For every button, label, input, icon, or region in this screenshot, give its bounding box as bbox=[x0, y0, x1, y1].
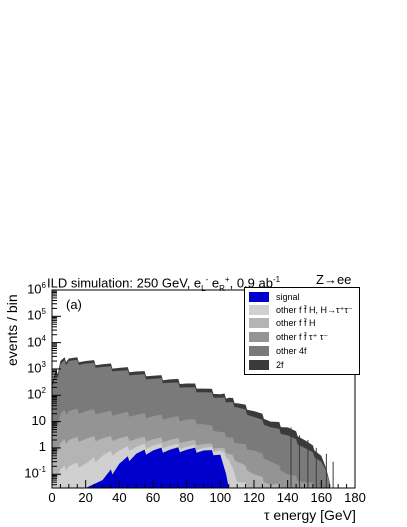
legend-item-ffH: other f f̄ H bbox=[249, 317, 316, 329]
legend-item-ffH-tautau: other f f̄ H, H→τ⁺τ⁻ bbox=[249, 304, 353, 316]
channel-label: Z→ee bbox=[316, 272, 352, 287]
x-tick-label: 80 bbox=[179, 490, 194, 505]
x-tick-label: 0 bbox=[48, 490, 56, 505]
legend-swatch bbox=[249, 346, 269, 356]
y-tick-label: 10 bbox=[31, 412, 46, 428]
legend-item-2f: 2f bbox=[249, 359, 284, 371]
legend-label: other f f̄ H, H→τ⁺τ⁻ bbox=[276, 304, 353, 315]
legend-label: signal bbox=[276, 292, 300, 302]
legend-label: other 4f bbox=[276, 346, 307, 356]
x-tick-label: 20 bbox=[78, 490, 93, 505]
y-tick-label: 105 bbox=[27, 307, 46, 323]
legend: signal other f f̄ H, H→τ⁺τ⁻ other f f̄ H… bbox=[244, 287, 360, 375]
legend-label: 2f bbox=[276, 360, 284, 370]
panel-label: (a) bbox=[66, 297, 82, 312]
legend-swatch bbox=[249, 292, 269, 302]
y-tick-label: 10-1 bbox=[24, 465, 46, 481]
x-axis-label: τ energy [GeV] bbox=[264, 507, 356, 523]
axis-ticks bbox=[51, 289, 356, 489]
y-axis-label: events / bin bbox=[4, 294, 20, 366]
chart-title: ILD simulation: 250 GeV, eL- eR+, 0.9 ab… bbox=[47, 275, 281, 293]
y-tick-label: 106 bbox=[27, 281, 46, 297]
y-tick-label: 1 bbox=[38, 438, 46, 454]
stacked-areas bbox=[52, 357, 334, 488]
x-tick-label: 120 bbox=[243, 490, 265, 505]
legend-item-4f: other 4f bbox=[249, 345, 307, 357]
legend-swatch bbox=[249, 332, 269, 342]
legend-swatch bbox=[249, 318, 269, 328]
y-tick-label: 102 bbox=[27, 386, 46, 402]
x-tick-label: 140 bbox=[276, 490, 299, 505]
x-tick-label: 160 bbox=[310, 490, 333, 505]
x-tick-label: 60 bbox=[145, 490, 161, 505]
x-tick-label: 180 bbox=[344, 490, 366, 505]
legend-item-signal: signal bbox=[249, 291, 300, 303]
x-tick-label: 100 bbox=[209, 490, 232, 505]
y-tick-label: 104 bbox=[27, 333, 46, 349]
y-tick-label: 103 bbox=[27, 359, 46, 376]
legend-swatch bbox=[249, 305, 269, 315]
x-tick-label: 40 bbox=[112, 490, 127, 505]
legend-label: other f f̄ τ⁺ τ⁻ bbox=[276, 331, 329, 342]
legend-label: other f f̄ H bbox=[276, 318, 316, 328]
legend-swatch bbox=[249, 360, 269, 370]
area-signal bbox=[52, 447, 330, 488]
legend-item-fftautau: other f f̄ τ⁺ τ⁻ bbox=[249, 331, 328, 343]
